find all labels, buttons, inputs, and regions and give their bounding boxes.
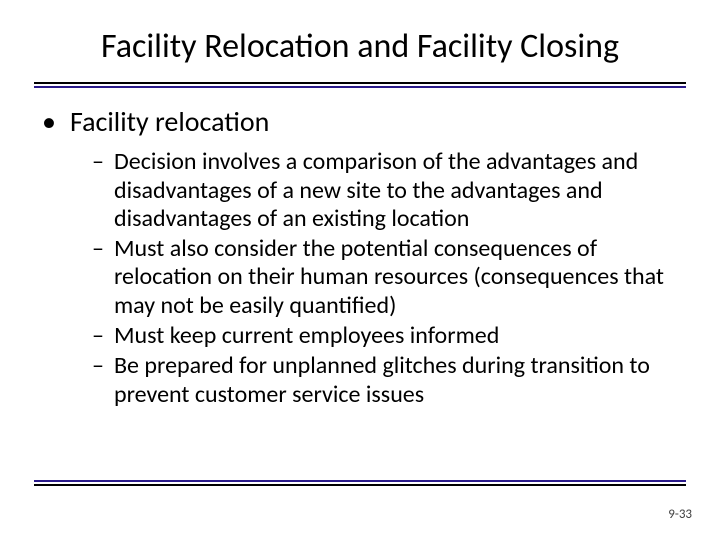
- bullet-lvl1-text: Facility relocation: [70, 106, 269, 138]
- rule-bottom-black: [34, 484, 686, 486]
- bullet-lvl2: – Must also consider the potential conse…: [92, 235, 680, 320]
- dash-marker: –: [92, 148, 114, 176]
- bullet-lvl2-text: Must also consider the potential consequ…: [114, 235, 680, 320]
- dash-marker: –: [92, 352, 114, 380]
- bullet-lvl2-text: Be prepared for unplanned glitches durin…: [114, 352, 680, 409]
- page-number: 9-33: [668, 507, 692, 522]
- slide: Facility Relocation and Facility Closing…: [0, 0, 720, 540]
- bullet-marker: •: [40, 106, 70, 138]
- slide-content: • Facility relocation – Decision involve…: [40, 106, 680, 411]
- bullet-lvl2-text: Decision involves a comparison of the ad…: [114, 148, 680, 233]
- bullet-lvl2: – Must keep current employees informed: [92, 322, 680, 350]
- slide-title: Facility Relocation and Facility Closing: [0, 26, 720, 67]
- bullet-lvl1: • Facility relocation: [40, 106, 680, 138]
- bullet-lvl2-group: – Decision involves a comparison of the …: [92, 148, 680, 409]
- dash-marker: –: [92, 322, 114, 350]
- bullet-lvl2: – Decision involves a comparison of the …: [92, 148, 680, 233]
- bullet-lvl2-text: Must keep current employees informed: [114, 322, 680, 350]
- rule-top-black: [34, 82, 686, 84]
- dash-marker: –: [92, 235, 114, 263]
- rule-bottom-accent: [34, 480, 686, 482]
- rule-top-accent: [34, 86, 686, 88]
- bullet-lvl2: – Be prepared for unplanned glitches dur…: [92, 352, 680, 409]
